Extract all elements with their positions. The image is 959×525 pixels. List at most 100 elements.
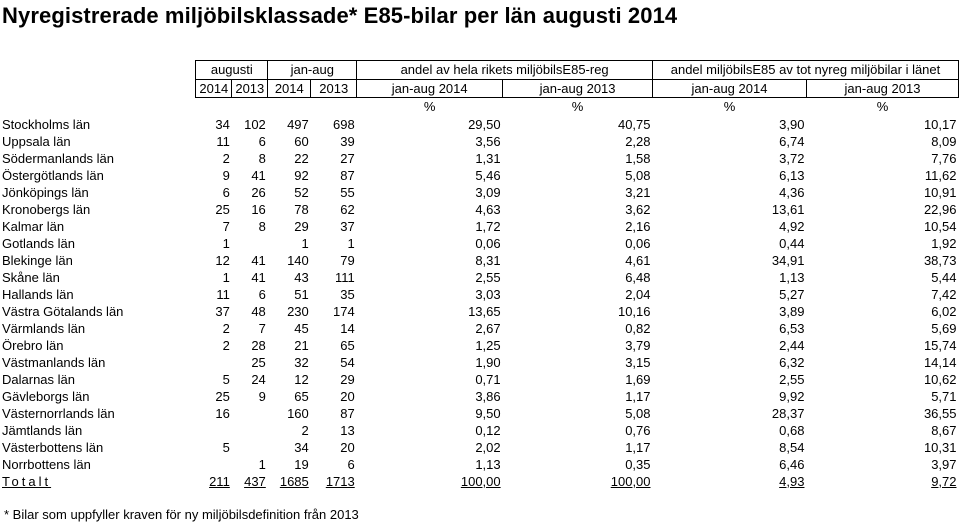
table-row: Västerbottens län 5 34 20 2,02 1,17 8,54 10,31 xyxy=(0,439,959,456)
cell-value xyxy=(232,235,268,252)
cell-value: 9,92 xyxy=(779,388,805,404)
cell-value: 6 xyxy=(347,456,355,472)
cell-value: 4,61 xyxy=(625,252,651,268)
cell-value: 437 xyxy=(244,473,266,489)
cell-value: 35 xyxy=(340,286,355,302)
cell-value: 5,08 xyxy=(625,405,651,421)
cell-value: 10,54 xyxy=(923,218,957,234)
cell-value: 40,75 xyxy=(617,116,651,132)
cell-value: 1713 xyxy=(325,473,355,489)
cell-value: 1,72 xyxy=(475,218,501,234)
cell-value: 3,03 xyxy=(475,286,501,302)
cell-value: 1,92 xyxy=(931,235,957,251)
cell-value: 55 xyxy=(340,184,355,200)
cell-value: 5 xyxy=(222,371,230,387)
footnote: * Bilar som uppfyller kraven för ny milj… xyxy=(4,507,359,522)
cell-value: 4,92 xyxy=(779,218,805,234)
cell-value: 8,31 xyxy=(475,252,501,268)
cell-value: 230 xyxy=(287,303,309,319)
cell-value: 7 xyxy=(222,218,230,234)
cell-value: 1,90 xyxy=(475,354,501,370)
cell-value: 10,17 xyxy=(923,116,957,132)
cell-value: 22,96 xyxy=(923,201,957,217)
header-jan-aug: jan-aug xyxy=(267,60,358,80)
table-row: Blekinge län 12 41 140 79 8,31 4,61 34,91 38,73 xyxy=(0,252,959,269)
cell-value: 3,56 xyxy=(475,133,501,149)
cell-value: 3,79 xyxy=(625,337,651,353)
cell-value: 36,55 xyxy=(923,405,957,421)
cell-value: 14,14 xyxy=(923,354,957,370)
header-andel-riket: andel av hela rikets miljöbilsE85-reg xyxy=(356,60,654,80)
table-row: Östergötlands län 9 41 92 87 5,46 5,08 6,13 11,6… xyxy=(0,167,959,184)
header-sub: 2013 xyxy=(310,78,358,98)
cell-value: 20 xyxy=(340,388,355,404)
cell-value: 6,13 xyxy=(779,167,805,183)
lan-name: Uppsala län xyxy=(2,133,71,149)
cell-value: 3,89 xyxy=(779,303,805,319)
header-sub: 2014 xyxy=(195,78,233,98)
header-sub: jan-aug 2014 xyxy=(652,78,807,98)
cell-value: 25 xyxy=(251,354,266,370)
cell-value xyxy=(196,422,232,439)
cell-value: 1 xyxy=(301,235,309,251)
cell-value: 38,73 xyxy=(923,252,957,268)
table-row: Uppsala län 11 6 60 39 3,56 2,28 6,74 8,09 xyxy=(0,133,959,150)
data-table: augusti jan-aug andel av hela rikets mil… xyxy=(0,60,959,490)
cell-value: 698 xyxy=(333,116,355,132)
cell-value: 21 xyxy=(294,337,309,353)
cell-value: 0,12 xyxy=(475,422,501,438)
cell-value: 100,00 xyxy=(460,473,501,489)
cell-value: 102 xyxy=(244,116,266,132)
lan-name: Totalt xyxy=(2,473,52,489)
cell-value: 19 xyxy=(294,456,309,472)
cell-value: 1,58 xyxy=(625,150,651,166)
lan-name: Västra Götalands län xyxy=(2,303,124,319)
cell-value: 13 xyxy=(340,422,355,438)
cell-value: 6,74 xyxy=(779,133,805,149)
cell-value: 6 xyxy=(258,286,266,302)
cell-value: 28 xyxy=(251,337,266,353)
cell-value: 20 xyxy=(340,439,355,455)
cell-value: 48 xyxy=(251,303,266,319)
cell-value: 37 xyxy=(340,218,355,234)
header-andel-lanet: andel miljöbilsE85 av tot nyreg miljöbil… xyxy=(652,60,959,80)
header-sub: jan-aug 2014 xyxy=(356,78,504,98)
cell-value xyxy=(232,439,268,456)
cell-value: 16 xyxy=(215,405,230,421)
cell-value: 6,48 xyxy=(625,269,651,285)
cell-value: 78 xyxy=(294,201,309,217)
cell-value: 92 xyxy=(294,167,309,183)
lan-name: Dalarnas län xyxy=(2,371,75,387)
lan-name: Gotlands län xyxy=(2,235,75,251)
cell-value: 0,82 xyxy=(625,320,651,336)
lan-name: Västernorrlands län xyxy=(2,405,115,421)
table-row: Hallands län 11 6 51 35 3,03 2,04 5,27 7,42 xyxy=(0,286,959,303)
cell-value: 9 xyxy=(258,388,266,404)
cell-value: 3,97 xyxy=(931,456,957,472)
table-row: Norrbottens län 1 19 6 1,13 0,35 6,46 3,97 xyxy=(0,456,959,473)
cell-value: 9,72 xyxy=(931,473,957,489)
total-row: Totalt 211 437 1685 1713 100,00 100,00 4,93 9,72 xyxy=(0,473,959,490)
cell-value: 10,91 xyxy=(923,184,957,200)
cell-value: 27 xyxy=(340,150,355,166)
table-row: Kalmar län 7 8 29 37 1,72 2,16 4,92 10,54 xyxy=(0,218,959,235)
cell-value: 0,06 xyxy=(625,235,651,251)
unit-label: % xyxy=(571,99,584,115)
cell-value: 41 xyxy=(251,167,266,183)
cell-value: 4,93 xyxy=(779,473,805,489)
header-sub: jan-aug 2013 xyxy=(805,78,959,98)
cell-value: 5,08 xyxy=(625,167,651,183)
cell-value: 11,62 xyxy=(924,167,957,183)
header-sub: jan-aug 2013 xyxy=(502,78,654,98)
cell-value: 6,46 xyxy=(779,456,805,472)
cell-value: 6 xyxy=(258,133,266,149)
cell-value: 43 xyxy=(294,269,309,285)
cell-value: 29,50 xyxy=(468,116,501,132)
cell-value: 140 xyxy=(287,252,309,268)
cell-value: 8,54 xyxy=(779,439,805,455)
cell-value: 87 xyxy=(340,167,355,183)
cell-value: 79 xyxy=(340,252,355,268)
cell-value: 2 xyxy=(222,150,230,166)
cell-value: 1 xyxy=(258,456,266,472)
cell-value: 13,61 xyxy=(771,201,805,217)
